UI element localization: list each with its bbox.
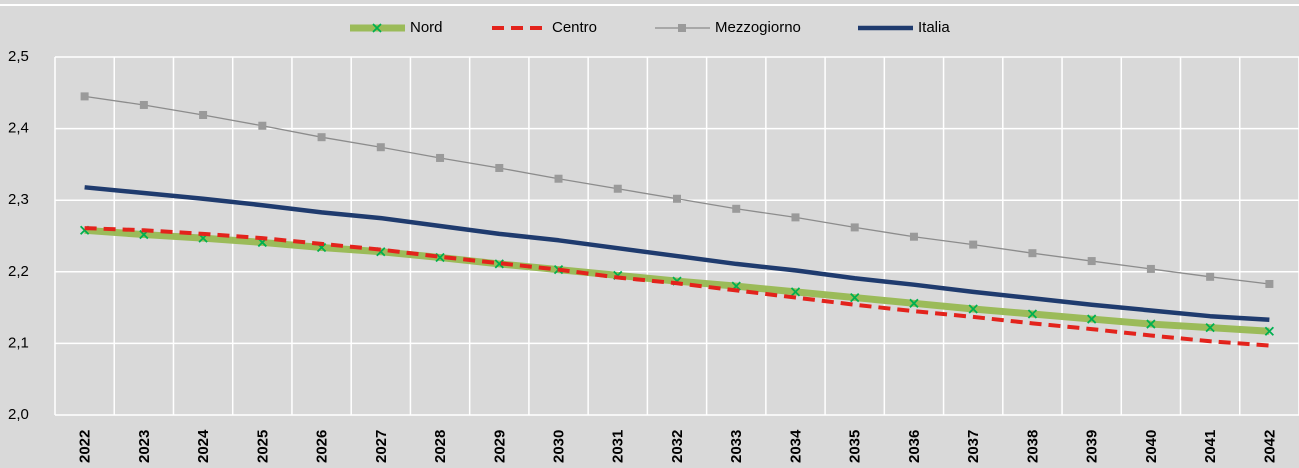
x-tick-label: 2026 bbox=[314, 430, 331, 463]
marker bbox=[791, 213, 800, 222]
marker bbox=[1087, 314, 1097, 324]
x-tick-label: 2037 bbox=[965, 430, 982, 463]
marker bbox=[790, 287, 801, 297]
marker bbox=[1264, 326, 1275, 336]
x-tick-label: 2034 bbox=[787, 429, 804, 463]
marker bbox=[1265, 279, 1274, 288]
marker bbox=[1027, 309, 1038, 319]
x-tick-label: 2035 bbox=[847, 430, 864, 463]
marker bbox=[554, 174, 563, 183]
legend-item: Nord bbox=[350, 19, 443, 36]
x-tick-label: 2024 bbox=[195, 429, 212, 463]
x-tick-label: 2039 bbox=[1084, 430, 1101, 463]
x-tick-label: 2028 bbox=[432, 430, 449, 463]
marker bbox=[909, 298, 919, 308]
legend-label: Centro bbox=[552, 19, 597, 36]
x-tick-label: 2023 bbox=[136, 430, 153, 463]
marker bbox=[80, 92, 89, 101]
legend-label: Mezzogiorno bbox=[715, 19, 801, 36]
legend-label: Nord bbox=[410, 19, 443, 36]
marker bbox=[1146, 264, 1155, 273]
marker bbox=[678, 24, 686, 32]
marker bbox=[1206, 272, 1215, 281]
marker bbox=[969, 240, 978, 249]
marker bbox=[673, 194, 681, 203]
marker bbox=[258, 121, 267, 130]
y-tick-label: 2,4 bbox=[8, 120, 29, 137]
x-tick-label: 2027 bbox=[373, 430, 390, 463]
marker bbox=[1087, 257, 1096, 266]
legend-item: Mezzogiorno bbox=[655, 19, 801, 36]
x-tick-label: 2038 bbox=[1024, 430, 1041, 463]
marker bbox=[1205, 323, 1215, 333]
series bbox=[80, 92, 1274, 288]
legend-label: Italia bbox=[918, 19, 950, 36]
x-tick-label: 2040 bbox=[1143, 430, 1160, 463]
marker bbox=[850, 292, 860, 303]
marker bbox=[732, 204, 741, 213]
marker bbox=[372, 23, 382, 33]
marker bbox=[1028, 249, 1037, 258]
series bbox=[79, 225, 1275, 336]
series bbox=[84, 185, 1270, 323]
marker bbox=[909, 232, 918, 241]
series-line bbox=[84, 226, 1270, 348]
x-tick-label: 2036 bbox=[906, 430, 923, 463]
marker bbox=[1146, 319, 1156, 329]
legend-item: Italia bbox=[858, 19, 950, 36]
x-tick-label: 2029 bbox=[491, 430, 508, 463]
marker bbox=[968, 304, 978, 314]
x-tick-label: 2031 bbox=[610, 430, 627, 463]
marker bbox=[199, 110, 208, 119]
marker bbox=[494, 259, 504, 269]
x-tick-label: 2032 bbox=[669, 430, 686, 463]
series-line bbox=[84, 185, 1270, 323]
marker bbox=[495, 163, 504, 172]
x-tick-label: 2041 bbox=[1202, 430, 1219, 463]
y-tick-label: 2,2 bbox=[8, 263, 29, 280]
series bbox=[84, 226, 1270, 348]
marker bbox=[436, 153, 445, 162]
marker bbox=[139, 100, 148, 109]
y-tick-label: 2,0 bbox=[8, 406, 29, 423]
x-tick-label: 2042 bbox=[1261, 430, 1278, 463]
x-tick-label: 2022 bbox=[77, 430, 94, 463]
y-tick-label: 2,3 bbox=[8, 191, 29, 208]
marker bbox=[613, 184, 622, 193]
y-tick-label: 2,1 bbox=[8, 334, 29, 351]
y-tick-label: 2,5 bbox=[8, 48, 29, 65]
x-tick-label: 2033 bbox=[728, 430, 745, 463]
legend-item: Centro bbox=[492, 19, 597, 36]
marker bbox=[850, 223, 859, 232]
x-tick-label: 2030 bbox=[550, 430, 567, 463]
marker bbox=[317, 133, 326, 142]
x-tick-label: 2025 bbox=[254, 430, 271, 463]
marker bbox=[376, 143, 385, 152]
